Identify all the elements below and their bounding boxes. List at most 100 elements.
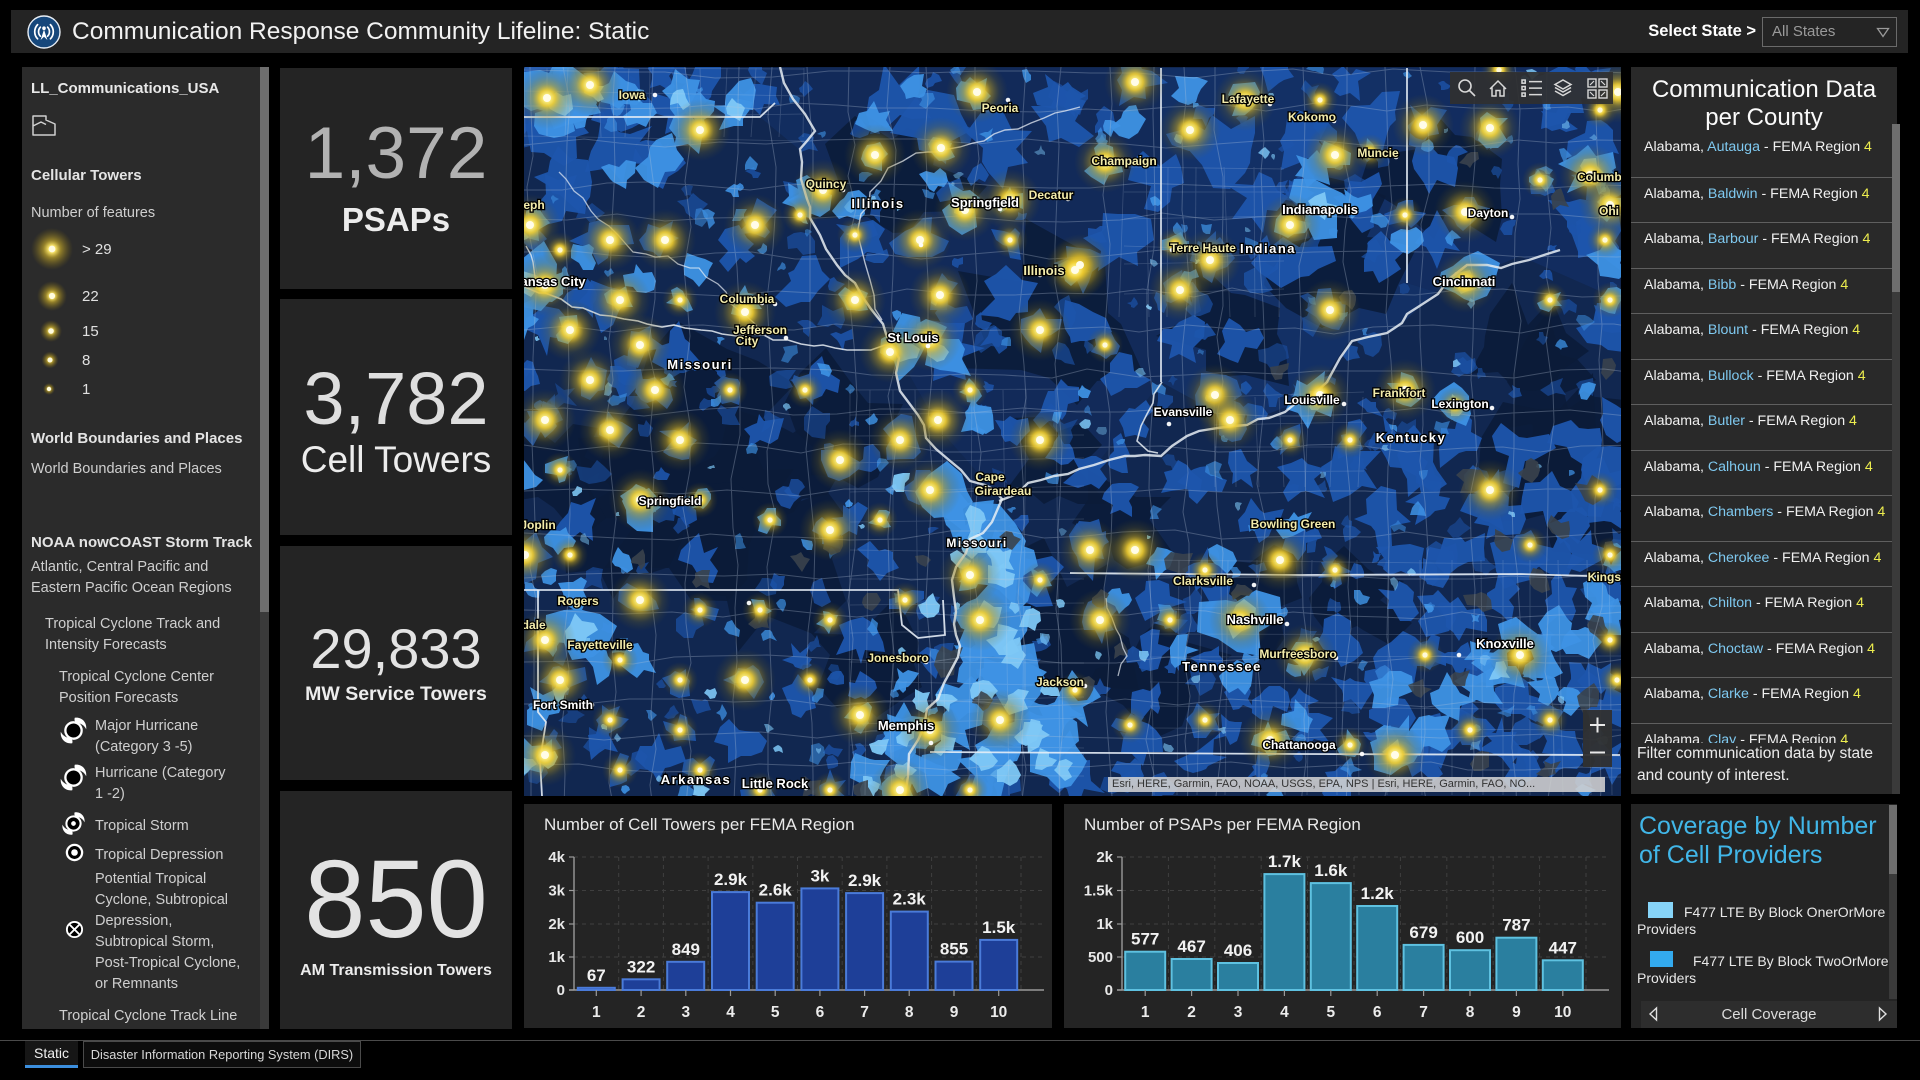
svg-text:855: 855 <box>940 940 968 959</box>
svg-text:4: 4 <box>1280 1004 1289 1021</box>
svg-text:3: 3 <box>1234 1004 1243 1021</box>
svg-text:2: 2 <box>637 1004 646 1021</box>
svg-text:3k: 3k <box>810 866 829 885</box>
svg-text:Columbia: Columbia <box>720 292 775 306</box>
svg-text:City: City <box>736 334 759 348</box>
svg-text:Memphis: Memphis <box>878 718 934 733</box>
svg-text:Muncie: Muncie <box>1357 146 1399 160</box>
svg-text:Lafayette: Lafayette <box>1222 92 1275 106</box>
svg-text:Columbu: Columbu <box>1577 170 1621 184</box>
svg-text:Terre Haute: Terre Haute <box>1170 241 1236 255</box>
svg-text:3: 3 <box>681 1004 690 1021</box>
svg-text:Frankfort: Frankfort <box>1373 386 1426 400</box>
svg-text:2.3k: 2.3k <box>893 890 927 909</box>
svg-text:7: 7 <box>1419 1004 1428 1021</box>
svg-text:1: 1 <box>592 1004 601 1021</box>
svg-text:Quincy: Quincy <box>806 177 847 191</box>
svg-text:Illinois: Illinois <box>851 196 904 211</box>
svg-text:Ohi: Ohi <box>1599 204 1619 218</box>
svg-text:Illinois: Illinois <box>1023 263 1064 278</box>
svg-text:Fort Smith: Fort Smith <box>533 698 593 712</box>
svg-text:Lexington: Lexington <box>1431 397 1488 411</box>
svg-text:Jefferson: Jefferson <box>733 323 787 337</box>
svg-text:Louisville: Louisville <box>1284 393 1340 407</box>
svg-text:Kokomo: Kokomo <box>1288 110 1336 124</box>
svg-text:849: 849 <box>672 940 700 959</box>
svg-text:Dayton: Dayton <box>1468 206 1509 220</box>
svg-text:9: 9 <box>950 1004 959 1021</box>
svg-text:6: 6 <box>1373 1004 1382 1021</box>
svg-text:10: 10 <box>1554 1004 1571 1021</box>
svg-text:Cincinnati: Cincinnati <box>1433 274 1496 289</box>
svg-text:Arkansas: Arkansas <box>661 772 732 787</box>
svg-text:St Louis: St Louis <box>887 330 938 345</box>
svg-text:Rogers: Rogers <box>557 594 599 608</box>
svg-text:Clarksville: Clarksville <box>1173 574 1233 588</box>
svg-text:Evansville: Evansville <box>1154 405 1213 419</box>
svg-text:Jonesboro: Jonesboro <box>867 651 928 665</box>
svg-text:1k: 1k <box>548 949 565 966</box>
svg-text:Springfield: Springfield <box>639 494 702 508</box>
svg-text:6: 6 <box>816 1004 825 1021</box>
svg-text:600: 600 <box>1456 928 1484 947</box>
svg-text:Joplin: Joplin <box>524 518 556 532</box>
svg-text:2.9k: 2.9k <box>848 871 882 890</box>
svg-text:1.6k: 1.6k <box>1314 861 1348 880</box>
svg-text:Kentucky: Kentucky <box>1376 430 1447 445</box>
svg-text:0: 0 <box>557 982 565 999</box>
svg-text:Champaign: Champaign <box>1091 154 1156 168</box>
svg-text:2k: 2k <box>1096 849 1113 866</box>
svg-text:5: 5 <box>1326 1004 1335 1021</box>
svg-text:Girardeau: Girardeau <box>975 484 1032 498</box>
svg-text:ansas City: ansas City <box>524 274 586 289</box>
svg-text:Little Rock: Little Rock <box>742 776 809 791</box>
svg-text:10: 10 <box>990 1004 1007 1021</box>
svg-text:4k: 4k <box>548 849 565 866</box>
svg-text:8: 8 <box>1466 1004 1475 1021</box>
svg-text:Tennessee: Tennessee <box>1182 659 1262 674</box>
svg-text:322: 322 <box>627 957 655 976</box>
svg-text:Kingsp: Kingsp <box>1588 570 1621 584</box>
svg-text:9: 9 <box>1512 1004 1521 1021</box>
svg-text:679: 679 <box>1409 923 1437 942</box>
svg-text:4: 4 <box>726 1004 735 1021</box>
svg-text:1.2k: 1.2k <box>1361 884 1395 903</box>
svg-text:2k: 2k <box>548 916 565 933</box>
svg-text:5: 5 <box>771 1004 780 1021</box>
svg-text:Cape: Cape <box>975 470 1005 484</box>
svg-text:gdale: gdale <box>524 618 546 632</box>
svg-text:467: 467 <box>1177 937 1205 956</box>
svg-text:Decatur: Decatur <box>1029 188 1074 202</box>
svg-text:0: 0 <box>1105 982 1113 999</box>
svg-text:Springfield: Springfield <box>951 195 1019 210</box>
svg-text:Peoria: Peoria <box>982 101 1019 115</box>
svg-text:500: 500 <box>1088 949 1113 966</box>
svg-text:Nashville: Nashville <box>1226 612 1283 627</box>
svg-text:7: 7 <box>860 1004 869 1021</box>
svg-text:3k: 3k <box>548 883 565 900</box>
svg-text:Knoxville: Knoxville <box>1476 636 1534 651</box>
svg-text:1.5k: 1.5k <box>982 918 1016 937</box>
svg-text:67: 67 <box>587 966 606 985</box>
svg-text:1.7k: 1.7k <box>1268 852 1302 871</box>
svg-text:Indianapolis: Indianapolis <box>1282 202 1358 217</box>
svg-text:Bowling Green: Bowling Green <box>1251 517 1336 531</box>
svg-text:Jackson: Jackson <box>1036 675 1084 689</box>
svg-text:1.5k: 1.5k <box>1084 883 1114 900</box>
svg-text:Iowa: Iowa <box>619 88 646 102</box>
svg-text:Chattanooga: Chattanooga <box>1262 738 1336 752</box>
svg-text:787: 787 <box>1502 916 1530 935</box>
svg-text:447: 447 <box>1549 938 1577 957</box>
svg-text:577: 577 <box>1131 930 1159 949</box>
svg-text:Missouri: Missouri <box>667 357 732 372</box>
svg-text:2: 2 <box>1187 1004 1196 1021</box>
svg-text:2.6k: 2.6k <box>759 881 793 900</box>
svg-text:1: 1 <box>1141 1004 1150 1021</box>
svg-text:1k: 1k <box>1096 916 1113 933</box>
svg-text:2.9k: 2.9k <box>714 870 748 889</box>
svg-text:Missouri: Missouri <box>946 536 1007 550</box>
svg-text:Indiana: Indiana <box>1240 241 1296 256</box>
svg-text:8: 8 <box>905 1004 914 1021</box>
svg-text:406: 406 <box>1224 941 1252 960</box>
svg-text:Murfreesboro: Murfreesboro <box>1259 647 1336 661</box>
